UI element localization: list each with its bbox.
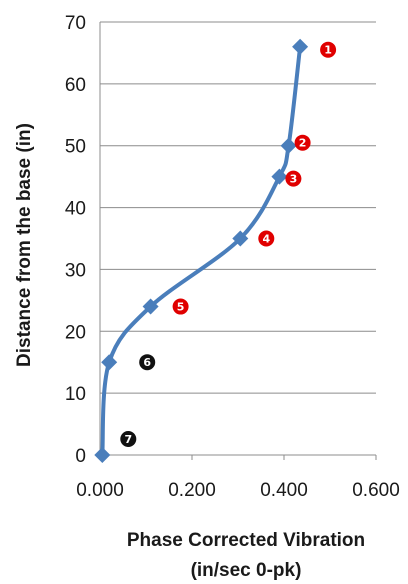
data-point-marker-5 <box>142 298 159 315</box>
annotation-badge-1 <box>320 41 337 58</box>
annotation-label-2: 2 <box>299 137 307 150</box>
y-tick-label: 40 <box>65 199 86 220</box>
axes <box>99 22 377 460</box>
annotation-badge-5 <box>172 298 189 315</box>
annotation-label-1: 1 <box>324 44 332 57</box>
series-line <box>100 44 303 457</box>
point-markers <box>94 38 309 463</box>
x-tick-label: 0.000 <box>76 480 124 501</box>
annotation-label-4: 4 <box>262 233 270 246</box>
x-tick-label: 0.200 <box>168 480 216 501</box>
annotation-badge-7 <box>120 431 137 447</box>
y-tick-label: 30 <box>65 260 86 281</box>
data-point-marker-2 <box>280 137 297 154</box>
gridlines <box>100 21 376 394</box>
annotation-badge-2 <box>294 134 311 151</box>
x-axis-title-line2: (in/sec 0-pk) <box>191 560 302 581</box>
series-line-layer <box>100 44 303 457</box>
annotation-label-3: 3 <box>290 173 298 186</box>
annotation-badge-3 <box>285 170 302 187</box>
y-tick-label: 70 <box>65 13 86 34</box>
annotation-label-6: 6 <box>143 356 151 369</box>
data-point-marker-3 <box>271 168 288 185</box>
annotation-label-5: 5 <box>177 301 185 314</box>
y-axis-title: Distance from the base (in) <box>14 123 35 367</box>
point-annotations: 1 2 3 4 5 6 7 <box>120 41 337 447</box>
y-tick-label: 0 <box>75 446 86 467</box>
annotation-badge-6 <box>139 354 156 371</box>
x-tick-label: 0.400 <box>260 480 308 501</box>
y-tick-label: 10 <box>65 384 86 405</box>
x-tick-label: 0.600 <box>352 480 400 501</box>
annotation-badge-4 <box>258 230 275 247</box>
y-tick-label: 50 <box>65 137 86 158</box>
data-point-marker-6 <box>101 354 118 371</box>
data-point-marker-1 <box>292 38 309 55</box>
y-tick-label: 60 <box>65 75 86 96</box>
data-point-marker-4 <box>232 230 249 247</box>
data-point-marker-7 <box>94 447 111 463</box>
y-tick-label: 20 <box>65 322 86 343</box>
x-axis-title-line1: Phase Corrected Vibration <box>127 530 365 551</box>
annotation-label-7: 7 <box>124 433 132 446</box>
tick-labels: 0 10 20 30 40 50 60 70 0.000 0.200 0.400 0.600 <box>65 13 400 501</box>
